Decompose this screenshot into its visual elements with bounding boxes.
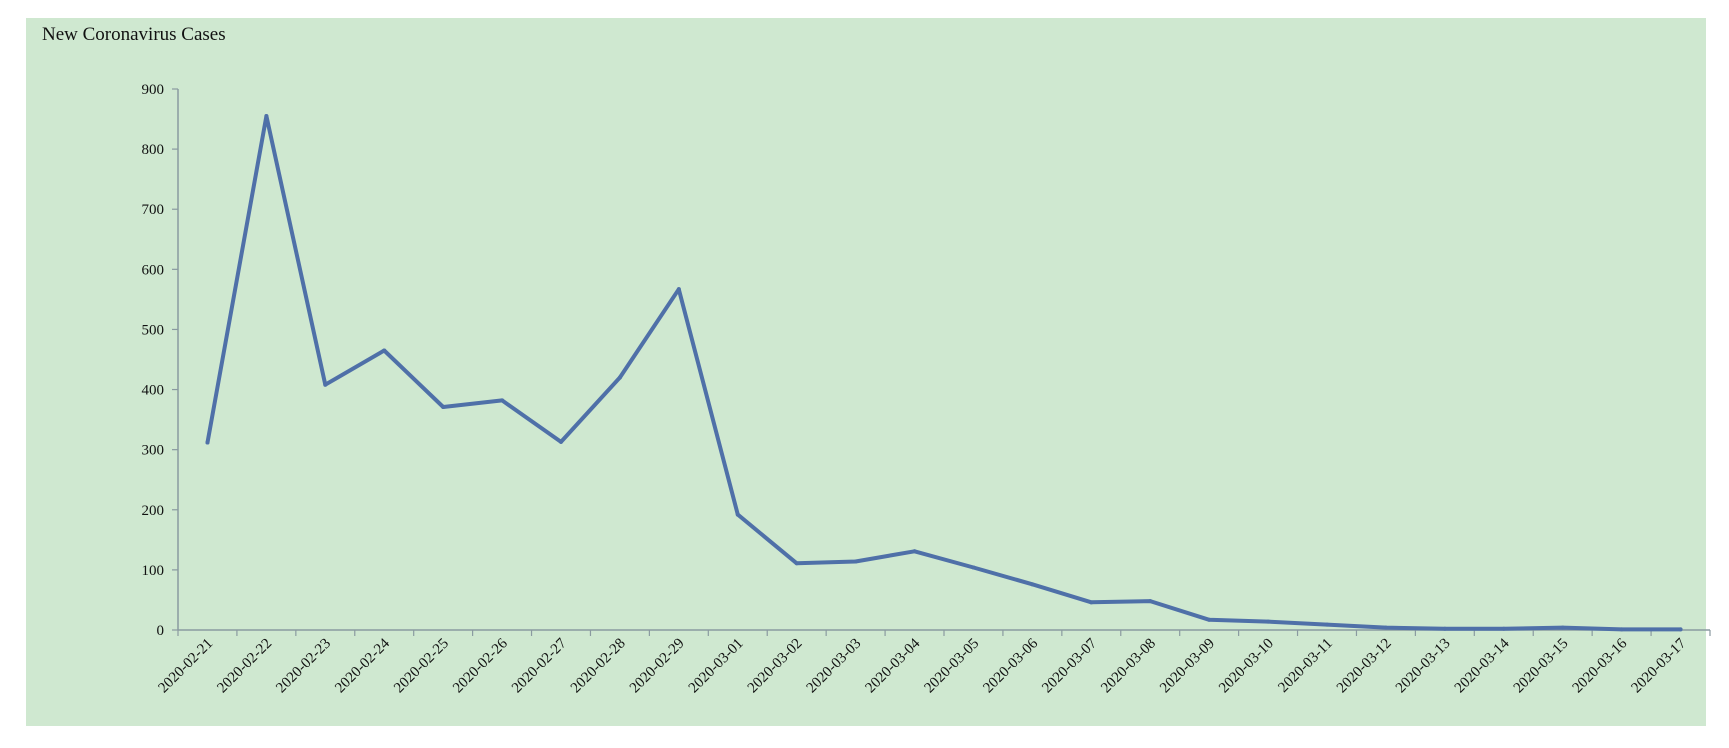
x-tick-label: 2020-03-04 xyxy=(863,635,924,696)
data-point xyxy=(1560,625,1565,630)
y-tick-label: 400 xyxy=(142,383,165,399)
x-tick-label: 2020-03-17 xyxy=(1629,635,1690,696)
x-tick-label: 2020-02-27 xyxy=(509,635,570,696)
x-tick-label: 2020-02-26 xyxy=(450,635,511,696)
data-point xyxy=(794,561,799,566)
x-tick-label: 2020-02-28 xyxy=(568,636,629,697)
data-point xyxy=(735,512,740,517)
x-tick-label: 2020-03-11 xyxy=(1275,636,1335,696)
x-tick-label: 2020-03-01 xyxy=(686,636,747,697)
data-point xyxy=(912,549,917,554)
chart-panel xyxy=(26,18,1706,726)
data-point xyxy=(617,375,622,380)
y-axis: 0 100 200 300 400 500 600 700 800 900 xyxy=(142,82,179,639)
data-point xyxy=(1501,626,1506,631)
x-tick-label: 2020-03-06 xyxy=(980,635,1041,696)
y-tick-label: 0 xyxy=(157,623,165,639)
data-point xyxy=(971,565,976,570)
x-tick-label: 2020-03-15 xyxy=(1511,636,1572,697)
y-tick-label: 900 xyxy=(142,82,165,98)
data-point xyxy=(1442,626,1447,631)
x-tick-label: 2020-03-02 xyxy=(745,636,806,697)
x-tick-label: 2020-03-09 xyxy=(1157,636,1218,697)
y-tick-label: 500 xyxy=(142,322,165,338)
series-line xyxy=(205,114,1683,632)
data-point xyxy=(1383,625,1388,630)
x-tick-label: 2020-02-24 xyxy=(332,635,393,696)
x-tick-label: 2020-03-07 xyxy=(1039,635,1100,696)
y-tick-label: 800 xyxy=(142,142,165,158)
data-point xyxy=(1619,627,1624,632)
x-tick-label: 2020-02-29 xyxy=(627,636,688,697)
data-point xyxy=(853,559,858,564)
data-point xyxy=(1678,627,1683,632)
x-tick-label: 2020-03-05 xyxy=(921,636,982,697)
data-point xyxy=(1266,619,1271,624)
data-point xyxy=(1207,617,1212,622)
y-tick-label: 300 xyxy=(142,443,165,459)
data-point xyxy=(559,439,563,444)
data-point xyxy=(1030,582,1035,587)
data-point xyxy=(1148,599,1153,604)
data-point xyxy=(382,348,387,353)
data-point xyxy=(1089,600,1094,605)
y-tick-label: 700 xyxy=(142,202,165,218)
x-axis: 2020-02-212020-02-222020-02-232020-02-24… xyxy=(155,629,1711,697)
y-tick-label: 600 xyxy=(142,262,165,278)
x-tick-label: 2020-02-22 xyxy=(214,636,275,697)
x-tick-label: 2020-02-21 xyxy=(155,636,216,697)
x-tick-label: 2020-02-23 xyxy=(273,636,334,697)
data-point xyxy=(1325,622,1329,627)
x-tick-label: 2020-03-08 xyxy=(1098,636,1159,697)
data-point xyxy=(500,398,505,403)
data-point xyxy=(676,287,681,292)
y-tick-label: 100 xyxy=(142,563,165,579)
x-tick-label: 2020-03-03 xyxy=(804,636,865,697)
x-tick-label: 2020-02-25 xyxy=(391,636,452,697)
data-point xyxy=(264,114,269,119)
x-tick-label: 2020-03-16 xyxy=(1570,635,1631,696)
series-layer xyxy=(205,114,1683,632)
data-point xyxy=(323,382,328,387)
data-point xyxy=(441,404,446,409)
x-tick-label: 2020-03-10 xyxy=(1216,636,1277,697)
x-tick-label: 2020-03-14 xyxy=(1452,635,1513,696)
y-tick-label: 200 xyxy=(142,503,165,519)
x-tick-label: 2020-03-13 xyxy=(1393,636,1454,697)
data-point xyxy=(205,440,210,445)
x-tick-label: 2020-03-12 xyxy=(1334,636,1395,697)
chart-title: New Coronavirus Cases xyxy=(42,24,226,45)
